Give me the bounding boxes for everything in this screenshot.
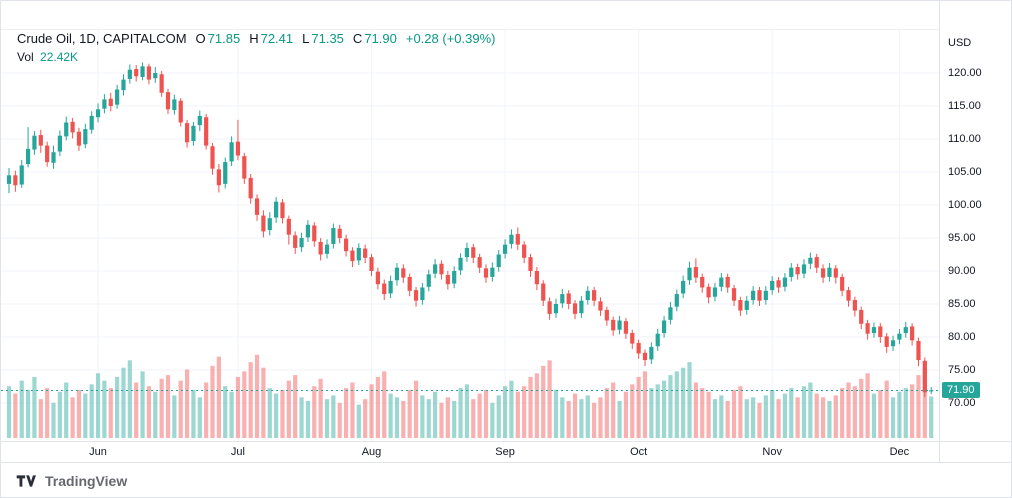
close-value: C 71.90 xyxy=(352,31,397,46)
time-axis-label: Jun xyxy=(89,446,107,458)
price-axis-label: 85.00 xyxy=(948,297,976,310)
top-divider xyxy=(1,29,1011,30)
chart-legend: Crude Oil, 1D, CAPITALCOM O 71.85 H 72.41 L 71… xyxy=(17,31,495,65)
price-axis-label: 110.00 xyxy=(948,132,981,145)
price-axis-label: 70.00 xyxy=(948,396,976,409)
price-axis-label: 120.00 xyxy=(948,66,982,79)
candlestick-chart[interactable] xyxy=(1,1,939,441)
time-axis-label: Jul xyxy=(230,446,245,458)
symbol-row: Crude Oil, 1D, CAPITALCOM O 71.85 H 72.41 L 71… xyxy=(17,31,495,46)
price-axis-label: 80.00 xyxy=(948,330,976,343)
time-axis-label: Dec xyxy=(889,446,910,458)
price-axis-label: 75.00 xyxy=(948,363,976,376)
symbol-title[interactable]: Crude Oil, 1D, CAPITALCOM xyxy=(17,31,187,46)
time-axis-label: Sep xyxy=(495,446,515,458)
change-value: +0.28 (+0.39%) xyxy=(405,31,496,46)
tradingview-wordmark[interactable]: TradingView xyxy=(45,473,128,489)
price-axis[interactable]: USD 120.00 115.00 110.00 105.00 100.00 95.00 9… xyxy=(939,1,1011,441)
volume-label: Vol xyxy=(17,50,34,64)
price-axis-label: 115.00 xyxy=(948,99,981,112)
high-value: H 72.41 xyxy=(249,31,294,46)
volume-value: 22.42K xyxy=(40,50,79,64)
price-axis-label: 95.00 xyxy=(948,231,976,244)
tradingview-logo-icon[interactable] xyxy=(16,473,37,489)
currency-label: USD xyxy=(948,37,972,49)
open-value: O 71.85 xyxy=(195,31,241,46)
price-axis-label: 90.00 xyxy=(948,264,976,277)
price-axis-label: 105.00 xyxy=(948,165,982,178)
axis-corner xyxy=(939,441,1011,463)
time-axis[interactable]: Jun Jul Aug Sep Oct Nov Dec xyxy=(1,441,939,463)
footer: TradingView xyxy=(1,463,1011,497)
time-axis-label: Aug xyxy=(361,446,382,458)
time-axis-label: Oct xyxy=(630,446,648,458)
last-price-tag: 71.90 xyxy=(942,382,980,399)
chart-pane[interactable]: Crude Oil, 1D, CAPITALCOM O 71.85 H 72.41 L 71… xyxy=(1,1,1011,441)
volume-row: Vol 22.42K xyxy=(17,50,495,65)
time-axis-label: Nov xyxy=(762,446,782,458)
low-value: L 71.35 xyxy=(302,31,344,46)
price-axis-label: 100.00 xyxy=(948,198,982,211)
